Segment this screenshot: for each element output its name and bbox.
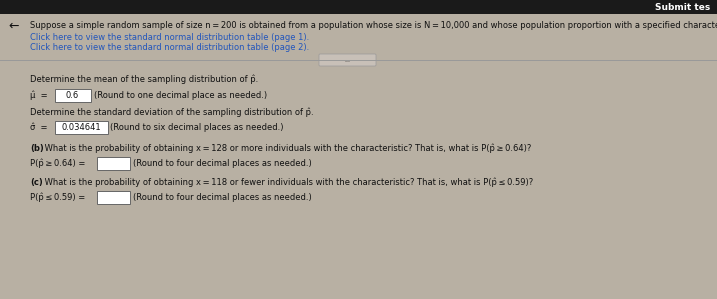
FancyBboxPatch shape [319, 54, 376, 66]
Text: Submit tes: Submit tes [655, 4, 710, 13]
Text: σ̂  =: σ̂ = [30, 123, 47, 132]
Text: P(p̂ ≤ 0.59) =: P(p̂ ≤ 0.59) = [30, 192, 85, 202]
Text: Suppose a simple random sample of size n = 200 is obtained from a population who: Suppose a simple random sample of size n… [30, 22, 717, 30]
Text: ...: ... [344, 59, 350, 63]
FancyBboxPatch shape [54, 89, 90, 101]
Text: Determine the standard deviation of the sampling distribution of p̂.: Determine the standard deviation of the … [30, 107, 313, 117]
Text: (Round to six decimal places as needed.): (Round to six decimal places as needed.) [110, 123, 283, 132]
Text: What is the probability of obtaining x = 128 or more individuals with the charac: What is the probability of obtaining x =… [42, 143, 531, 153]
Text: Determine the mean of the sampling distribution of p̂.: Determine the mean of the sampling distr… [30, 74, 258, 84]
Text: (Round to four decimal places as needed.): (Round to four decimal places as needed.… [133, 158, 312, 167]
FancyBboxPatch shape [97, 156, 130, 170]
Text: (c): (c) [30, 178, 43, 187]
Text: μ̂  =: μ̂ = [30, 90, 47, 100]
FancyBboxPatch shape [54, 120, 108, 133]
Text: Click here to view the standard normal distribution table (page 1).: Click here to view the standard normal d… [30, 33, 309, 42]
Text: What is the probability of obtaining x = 118 or fewer individuals with the chara: What is the probability of obtaining x =… [42, 177, 533, 187]
Text: P(p̂ ≥ 0.64) =: P(p̂ ≥ 0.64) = [30, 158, 85, 168]
Text: (b): (b) [30, 144, 44, 152]
FancyBboxPatch shape [97, 190, 130, 204]
Text: Click here to view the standard normal distribution table (page 2).: Click here to view the standard normal d… [30, 42, 309, 51]
Text: (Round to four decimal places as needed.): (Round to four decimal places as needed.… [133, 193, 312, 202]
Text: 0.6: 0.6 [65, 91, 79, 100]
Text: (Round to one decimal place as needed.): (Round to one decimal place as needed.) [94, 91, 267, 100]
Text: ←: ← [8, 19, 19, 33]
Text: 0.034641: 0.034641 [61, 123, 101, 132]
Bar [0, 0, 717, 14]
